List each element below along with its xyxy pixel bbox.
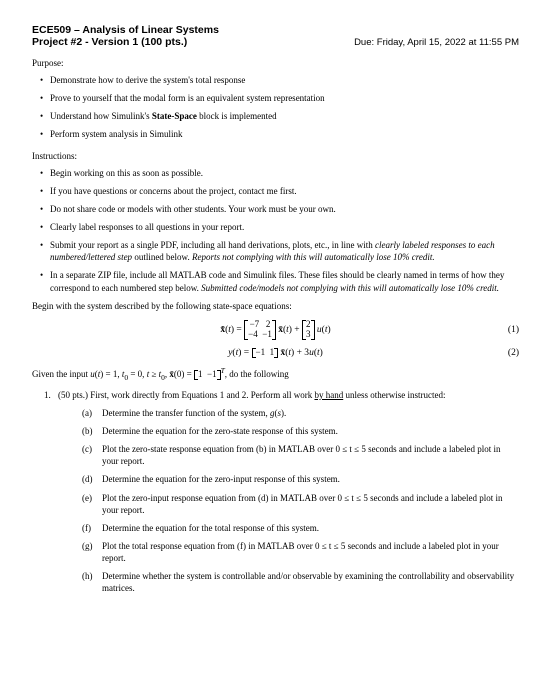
equation-number: (1): [508, 325, 519, 335]
instruction-item: Submit your report as a single PDF, incl…: [32, 239, 519, 263]
sub-question: (d)Determine the equation for the zero-i…: [82, 473, 519, 485]
question-list: 1. (50 pts.) First, work directly from E…: [32, 389, 519, 595]
instructions-title: Instructions:: [32, 151, 519, 161]
given-prefix: Given the input: [32, 369, 90, 379]
sub-question: (g)Plot the total response equation from…: [82, 540, 519, 564]
equation-1: x̄̇(t) = −7 2−4 −1 x̄(t) + 23 u(t) (1): [32, 320, 519, 340]
sub-question-list: (a)Determine the transfer function of th…: [58, 407, 519, 595]
purpose-item: Perform system analysis in Simulink: [32, 128, 519, 140]
purpose-item: Understand how Simulink's State-Space bl…: [32, 110, 519, 122]
document-header: ECE509 – Analysis of Linear Systems Proj…: [32, 24, 519, 48]
sub-question: (b)Determine the equation for the zero-s…: [82, 425, 519, 437]
question-number: 1.: [44, 389, 51, 401]
sub-question: (h)Determine whether the system is contr…: [82, 570, 519, 594]
given-input: Given the input u(t) = 1, t0 = 0, t ≥ t0…: [32, 366, 519, 383]
instructions-list: Begin working on this as soon as possibl…: [32, 167, 519, 294]
equation-number: (2): [508, 348, 519, 358]
purpose-item: Demonstrate how to derive the system's t…: [32, 74, 519, 86]
sub-question: (c)Plot the zero-state response equation…: [82, 443, 519, 467]
given-suffix: , do the following: [225, 369, 289, 379]
header-row: Project #2 - Version 1 (100 pts.) Due: F…: [32, 36, 519, 48]
sub-question: (a)Determine the transfer function of th…: [82, 407, 519, 419]
equations-intro: Begin with the system described by the f…: [32, 300, 519, 312]
sub-question: (f)Determine the equation for the total …: [82, 522, 519, 534]
due-date: Due: Friday, April 15, 2022 at 11:55 PM: [354, 37, 519, 48]
instruction-item: Do not share code or models with other s…: [32, 203, 519, 215]
purpose-title: Purpose:: [32, 58, 519, 68]
project-title: Project #2 - Version 1 (100 pts.): [32, 36, 187, 48]
question-prompt: (50 pts.) First, work directly from Equa…: [58, 390, 445, 400]
question-1: 1. (50 pts.) First, work directly from E…: [44, 389, 519, 595]
instruction-item: In a separate ZIP file, include all MATL…: [32, 269, 519, 293]
course-title: ECE509 – Analysis of Linear Systems: [32, 24, 519, 36]
instruction-item: If you have questions or concerns about …: [32, 185, 519, 197]
instruction-item: Clearly label responses to all questions…: [32, 221, 519, 233]
purpose-list: Demonstrate how to derive the system's t…: [32, 74, 519, 141]
equation-2: y(t) = −1 1 x̄(t) + 3u(t) (2): [32, 348, 519, 358]
instruction-item: Begin working on this as soon as possibl…: [32, 167, 519, 179]
purpose-item: Prove to yourself that the modal form is…: [32, 92, 519, 104]
sub-question: (e)Plot the zero-input response equation…: [82, 492, 519, 516]
